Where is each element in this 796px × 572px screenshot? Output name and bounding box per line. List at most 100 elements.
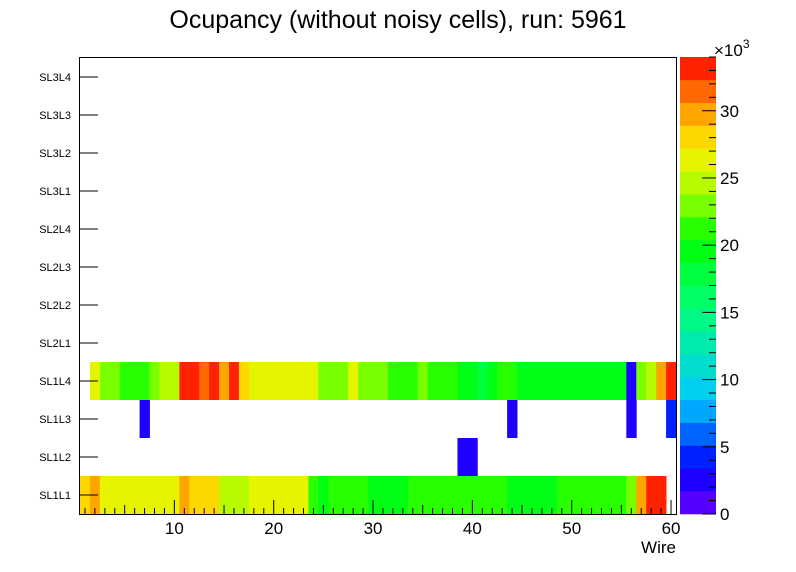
color-scale: 0 5 10 15 20 25 30 bbox=[680, 56, 739, 524]
color-scale-band bbox=[680, 102, 716, 126]
x-axis-label: Wire bbox=[641, 538, 676, 557]
heatmap-cell bbox=[199, 362, 210, 400]
heatmap-cell bbox=[139, 400, 150, 438]
color-scale-band bbox=[680, 79, 716, 103]
heatmap-cell bbox=[477, 362, 488, 400]
x-tick-label: 60 bbox=[662, 519, 681, 538]
color-scale-band bbox=[680, 422, 716, 446]
z-tick-label: 30 bbox=[720, 102, 739, 121]
heatmap-cell bbox=[546, 362, 558, 400]
color-scale-band bbox=[680, 331, 716, 355]
heatmap-cell bbox=[437, 476, 448, 514]
color-scale-band bbox=[680, 491, 716, 515]
z-multiplier-exponent: 3 bbox=[743, 37, 750, 51]
heatmap-cell bbox=[517, 362, 528, 400]
x-tick-label: 10 bbox=[165, 519, 184, 538]
heatmap-cell bbox=[298, 362, 309, 400]
color-scale-band bbox=[680, 354, 716, 378]
heatmap-cell bbox=[576, 476, 587, 514]
y-tick-label: SL1L2 bbox=[39, 452, 71, 464]
heatmap-cell bbox=[397, 362, 409, 400]
heatmap-cell bbox=[616, 476, 627, 514]
y-tick-label: SL1L4 bbox=[39, 376, 71, 388]
heatmap-cell bbox=[646, 362, 657, 400]
heatmap-cell bbox=[616, 362, 627, 400]
color-scale-band bbox=[680, 376, 716, 401]
heatmap-cell bbox=[536, 476, 548, 514]
heatmap-cell bbox=[467, 438, 478, 476]
heatmap-cell bbox=[606, 476, 617, 514]
heatmap-cell bbox=[258, 476, 270, 514]
heatmap-cell bbox=[656, 476, 667, 514]
y-tick-label: SL1L1 bbox=[39, 490, 71, 502]
heatmap-cell bbox=[278, 362, 289, 400]
heatmap-cell bbox=[348, 476, 359, 514]
y-tick-label: SL2L1 bbox=[39, 338, 71, 350]
heatmap-cell bbox=[189, 476, 200, 514]
color-scale-band bbox=[680, 125, 716, 149]
z-tick-label: 20 bbox=[720, 236, 739, 255]
heatmap-cell bbox=[626, 476, 637, 514]
plot-frame bbox=[79, 57, 677, 515]
z-tick-label: 5 bbox=[720, 438, 729, 457]
heatmap-cell bbox=[527, 476, 538, 514]
x-tick-label: 50 bbox=[562, 519, 581, 538]
heatmap-cell bbox=[179, 362, 190, 400]
heatmap-cell bbox=[387, 362, 399, 400]
heatmap-cell bbox=[457, 438, 468, 476]
heatmap-cell bbox=[596, 476, 607, 514]
heatmap-cell bbox=[646, 476, 657, 514]
color-scale-band bbox=[680, 468, 716, 492]
heatmap-cell bbox=[129, 476, 140, 514]
heatmap-cell bbox=[169, 476, 180, 514]
heatmap-cell bbox=[238, 362, 250, 400]
heatmap-cell bbox=[586, 362, 597, 400]
color-scale-band bbox=[680, 262, 716, 286]
color-scale-band bbox=[680, 148, 716, 172]
heatmap-cell bbox=[477, 476, 488, 514]
heatmap-cell bbox=[487, 476, 498, 514]
heatmap-cell bbox=[219, 476, 230, 514]
heatmap-cell bbox=[387, 476, 399, 514]
chart-title: Ocupancy (without noisy cells), run: 596… bbox=[169, 6, 626, 34]
heatmap-cell bbox=[566, 362, 578, 400]
y-tick-label: SL2L3 bbox=[39, 262, 71, 274]
heatmap-cell bbox=[229, 362, 240, 400]
color-scale-band bbox=[680, 171, 716, 195]
heatmap-cell bbox=[119, 476, 131, 514]
heatmap-cell bbox=[328, 362, 339, 400]
heatmap-cell bbox=[397, 476, 409, 514]
heatmap-cell bbox=[556, 362, 568, 400]
y-tick-label: SL3L3 bbox=[39, 110, 71, 122]
heatmap-cell bbox=[378, 362, 389, 400]
heatmap-cell bbox=[179, 476, 190, 514]
heatmap-cell bbox=[119, 362, 131, 400]
y-tick-label: SL2L4 bbox=[39, 224, 71, 236]
z-tick-label: 0 bbox=[720, 505, 729, 524]
heatmap-cell bbox=[229, 476, 240, 514]
y-axis: SL1L1 SL1L2 SL1L3 SL1L4 SL2L1 SL2L2 SL2L3 SL2L4… bbox=[39, 72, 98, 502]
heatmap-cell bbox=[169, 362, 180, 400]
color-scale-band bbox=[680, 399, 716, 423]
heatmap-cell bbox=[298, 476, 309, 514]
heatmap-cell bbox=[497, 362, 508, 400]
heatmap-cell bbox=[407, 476, 419, 514]
heatmap-cell bbox=[447, 362, 458, 400]
heatmap-cell bbox=[358, 362, 369, 400]
heatmap-cell bbox=[109, 362, 121, 400]
heatmap-cell bbox=[596, 362, 607, 400]
heatmap-cell bbox=[139, 362, 150, 400]
heatmap-cells bbox=[80, 362, 677, 514]
heatmap-cell bbox=[248, 476, 260, 514]
x-tick-label: 20 bbox=[264, 519, 283, 538]
y-tick-label: SL1L3 bbox=[39, 414, 71, 426]
heatmap-cell bbox=[99, 476, 111, 514]
color-scale-band bbox=[680, 216, 716, 241]
heatmap-cell bbox=[487, 362, 498, 400]
z-multiplier: ×103 bbox=[714, 37, 750, 60]
heatmap-cell bbox=[497, 476, 508, 514]
y-tick-label: SL3L2 bbox=[39, 148, 71, 160]
heatmap-cell bbox=[546, 476, 558, 514]
heatmap-cell bbox=[527, 362, 538, 400]
heatmap-cell bbox=[536, 362, 548, 400]
